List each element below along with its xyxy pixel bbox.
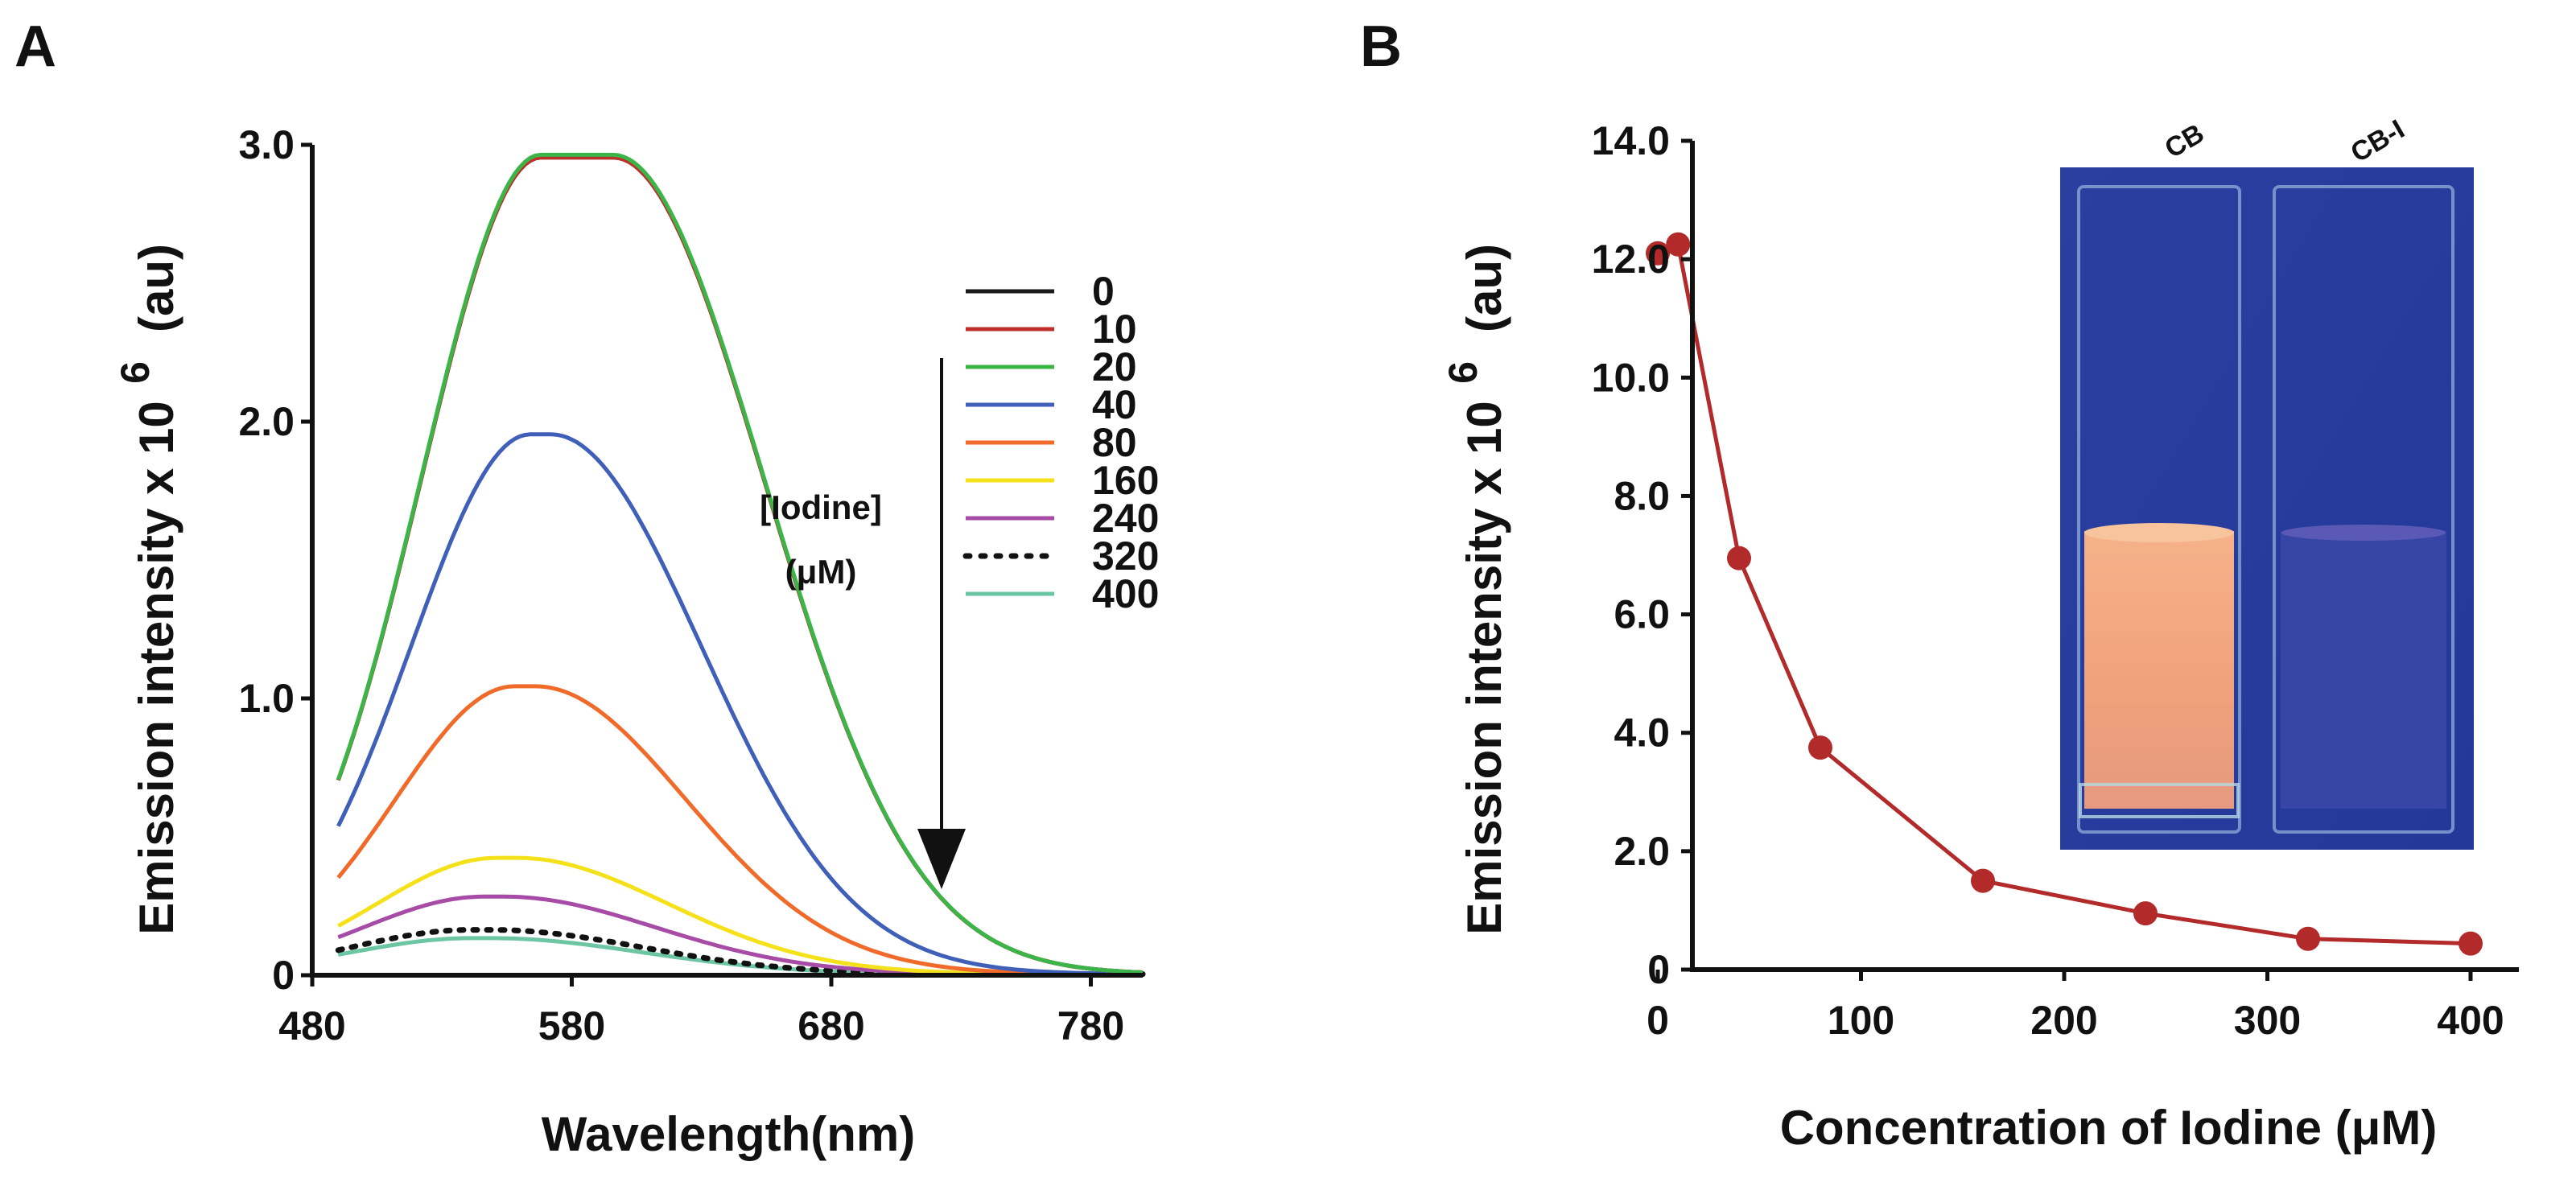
panel-b-y-tick-label: 8.0 [1614,473,1670,518]
panel-a-x-tick-label: 680 [798,1003,864,1048]
panel-a-y-tick-label: 0 [272,953,295,998]
spectrum-line-0 [336,155,1144,974]
cb-cuvette-base [2079,783,2240,818]
panel-a-y-title-exponent: 6 [113,361,158,384]
panel-a-letter: A [14,14,56,79]
panel-b-data-point [1727,546,1751,570]
panel-b-y-tick-label: 14.0 [1592,118,1670,163]
legend-label-320: 320 [1092,533,1159,579]
panel-b-x-tick-label: 300 [2234,998,2301,1043]
legend-label-40: 40 [1092,382,1137,427]
panel-b-letter: B [1360,14,1402,79]
panel-a-y-title-unit: (au) [130,244,183,332]
legend-label-80: 80 [1092,420,1137,465]
iodine-annotation-line1: [Iodine] [760,488,882,526]
cb-meniscus [2084,523,2234,542]
legend-label-160: 160 [1092,458,1159,503]
panel-b-data-point [1971,868,1995,893]
panel-b-y-tick-label: 2.0 [1614,829,1670,874]
panel-b-x-tick-label: 0 [1647,998,1669,1043]
panel-b-ticks: 0 100 200 300 400 0 2.0 4.0 6.0 8.0 10.0 12.0 14.0 [1592,118,2504,1043]
panel-b-y-title-unit: (au) [1457,244,1511,332]
cb-i-solution [2281,531,2446,809]
spectrum-line-80 [336,684,1143,976]
panel-b-y-tick-label: 6.0 [1614,592,1670,637]
panel-a-y-tick-label: 3.0 [238,122,295,167]
panel-a-x-tick-label: 580 [538,1003,605,1048]
panel-b-series [1646,232,2483,956]
legend-label-0: 0 [1092,269,1115,314]
panel-b-data-point [2133,901,2158,926]
panel-b-y-title-exponent: 6 [1440,361,1486,384]
legend-label-20: 20 [1092,344,1137,389]
panel-a-x-axis-title: Wavelength(nm) [542,1107,915,1161]
iodine-annotation-line2: (μM) [785,553,857,591]
spectrum-line-10 [336,155,1144,974]
panel-b-y-axis-title: Emission intensity x 10 6 (au) [1440,244,1511,935]
panel-a-curves [335,152,1146,978]
legend-label-10: 10 [1092,307,1137,352]
iodine-arrow-head [917,829,966,889]
cuvette-cb-i [2273,185,2454,834]
panel-b-x-tick-label: 100 [1828,998,1894,1043]
inset-label-cb: CB [2160,118,2210,164]
panel-a-x-tick-label: 480 [278,1003,345,1048]
panel-b-data-point [2296,926,2320,951]
panel-b-y-tick-label: 10.0 [1592,355,1670,400]
legend-label-240: 240 [1092,496,1159,541]
panel-a-y-title-main: Emission intensity x 10 [130,401,183,935]
panel-a-y-tick-label: 1.0 [238,676,295,721]
panel-b-y-tick-label: 12.0 [1592,237,1670,282]
cb-fluorescent-solution [2084,531,2234,809]
panel-a-ticks: 480 580 680 780 0 1.0 2.0 3.0 [238,122,1124,1048]
panel-a-x-tick-label: 780 [1057,1003,1124,1048]
panel-b-series-line [1657,241,2471,946]
spectrum-line-40 [336,432,1143,976]
panel-b-y-tick-label: 0 [1647,947,1670,992]
panel-b-data-point [1646,241,1670,266]
panel-b-x-axis-title: Concentration of Iodine (μM) [1780,1101,2438,1155]
panel-b-x-tick-label: 200 [2030,998,2097,1043]
panel-a-y-axis-title: Emission intensity x 10 6 (au) [113,244,183,935]
panel-b-data-point [2459,931,2483,956]
spectrum-line-20 [336,152,1144,974]
panel-b-y-title-main: Emission intensity x 10 [1457,401,1511,935]
cuvette-cb [2077,185,2241,834]
cb-i-meniscus [2281,525,2446,541]
panel-b-data-point [1666,232,1691,257]
panel-b-data-point [1808,735,1832,760]
spectrum-line-160 [337,855,1143,977]
panel-a-y-tick-label: 2.0 [238,399,295,444]
legend-label-400: 400 [1092,571,1159,616]
panel-b-inset-photo: CB CB-I [2060,114,2474,850]
inset-label-cb-i: CB-I [2346,114,2410,169]
panel-b-y-tick-label: 4.0 [1614,711,1670,756]
panel-b-x-tick-label: 400 [2437,998,2504,1043]
